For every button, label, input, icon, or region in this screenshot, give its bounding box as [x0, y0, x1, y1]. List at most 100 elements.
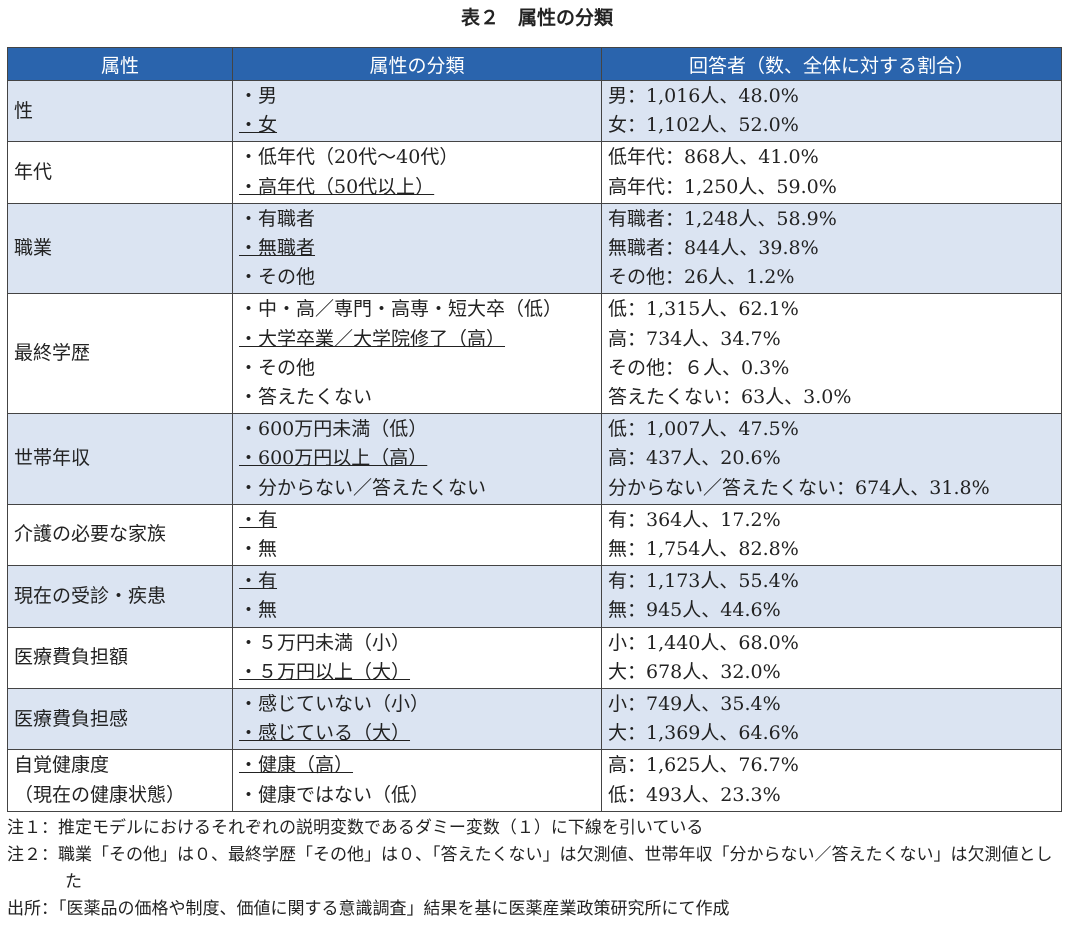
category-item: ・高年代（50代以上） [239, 175, 435, 198]
table-row: 年代 ・低年代（20代～40代） ・高年代（50代以上） 低年代：868人、41.0%… [7, 141, 1062, 204]
attribute-cell: 職業 [7, 202, 233, 295]
table-row: 世帯年収 ・600万円未満（低） ・600万円以上（高） ・分からない／答えたくない 低… [7, 413, 1062, 505]
category-item: ・感じていない（小） [239, 693, 430, 716]
category-cell: ・有職者・無職者・その他 [232, 202, 602, 295]
response-cell: 小：749人、35.4% 大：1,369人、64.6% [601, 688, 1062, 751]
response-item: 無職者：844人、39.8% [608, 237, 819, 260]
response-cell: 低：1,007人、47.5% 高：437人、20.6% 分からない／答えたくない：6… [601, 413, 1062, 505]
category-item: ・無 [239, 538, 278, 561]
header-cell: 属性 [7, 47, 233, 81]
attribute-cell: 現在の受診・疾患 [7, 565, 233, 628]
category-item: ・健康ではない（低） [239, 783, 430, 806]
table-body: 性・男 ・女 男：1,016人、48.0% 女：1,102人、52.0% 年代 ・低年代（… [7, 79, 1062, 812]
response-item: その他：６人、0.3% [608, 356, 790, 379]
category-item: ・女 [239, 114, 278, 137]
response-cell: 小：1,440人、68.0% 大：678人、32.0% [601, 626, 1062, 690]
attribute-cell: 介護の必要な家族 [7, 503, 233, 567]
response-item: 低年代：868人、41.0% [608, 146, 819, 169]
response-item: 男：1,016人、48.0% [608, 85, 799, 107]
category-cell: ・中・高／専門・高専・短大卒（低） ・大学卒業／大学院修了（高） ・その他・答えたく… [232, 293, 602, 415]
category-cell: ・感じていない（小） ・感じている（大） [232, 688, 602, 751]
attribute-cell: 年代 [7, 141, 233, 204]
category-cell: ・有 ・無 [232, 503, 602, 567]
response-item: 女：1,102人、52.0% [608, 114, 799, 137]
category-item: ・分からない／答えたくない [239, 476, 487, 499]
category-item: ・５万円以上（大） [239, 660, 411, 683]
category-item: ・その他 [239, 266, 316, 289]
category-item: ・５万円未満（小） [239, 631, 411, 654]
category-item: ・答えたくない [239, 386, 373, 409]
response-item: 有：364人、17.2% [608, 508, 781, 531]
response-item: 低：493人、23.3% [608, 783, 781, 806]
response-item: 分からない／答えたくない：674人、31.8% [608, 476, 990, 499]
table: 属性 属性の分類 回答者（数、全体に対する割合） 性・男 ・女 男：1,016人、48.… [7, 47, 1062, 812]
attribute-cell: 世帯年収 [7, 413, 233, 505]
response-cell: 男：1,016人、48.0% 女：1,102人、52.0% [601, 79, 1062, 143]
category-cell: ・600万円未満（低） ・600万円以上（高） ・分からない／答えたくない [232, 413, 602, 505]
response-item: 低：1,315人、62.1% [608, 298, 799, 321]
response-item: その他：26人、1.2% [608, 266, 795, 289]
category-item: ・感じている（大） [239, 722, 411, 745]
category-item: ・無職者 [239, 237, 316, 260]
header-row: 属性 属性の分類 回答者（数、全体に対する割合） [7, 47, 1062, 81]
response-cell: 高：1,625人、76.7% 低：493人、23.3% [601, 749, 1062, 812]
category-item: ・その他 [239, 356, 316, 379]
response-item: 無：1,754人、82.8% [608, 538, 799, 561]
response-item: 有職者：1,248人、58.9% [608, 207, 837, 230]
category-cell: ・５万円未満（小） ・５万円以上（大） [232, 626, 602, 690]
category-item: ・有職者 [239, 207, 316, 230]
category-item: ・低年代（20代～40代） [239, 146, 459, 169]
category-cell: ・低年代（20代～40代） ・高年代（50代以上） [232, 141, 602, 204]
table-row: 職業 ・有職者 ・無職者 ・その他 有職者：1,248人、58.9% 無職者：844人、3… [7, 202, 1062, 295]
category-item: ・600万円未満（低） [239, 418, 428, 441]
response-cell: 低年代：868人、41.0% 高年代：1,250人、59.0% [601, 141, 1062, 204]
category-item: ・中・高／専門・高専・短大卒（低） [239, 298, 563, 321]
response-item: 大：678人、32.0% [608, 660, 781, 683]
note: 注２：職業「その他」は０、最終学歴「その他」は０、「答えたくない」は欠測値、世帯… [7, 845, 1053, 892]
table-row: 最終学歴 ・中・高／専門・高専・短大卒（低） ・大学卒業／大学院修了（高） ・その他・… [7, 293, 1062, 415]
response-cell: 低：1,315人、62.1% 高：734人、34.7% その他：６人、0.3% 答えた… [601, 293, 1062, 415]
response-item: 高：437人、20.6% [608, 447, 781, 470]
response-item: 高：734人、34.7% [608, 327, 781, 350]
category-item: ・健康（高） [239, 754, 354, 777]
response-item: 無：945人、44.6% [608, 599, 781, 622]
header-cell: 属性の分類 [232, 47, 602, 81]
table-row: 医療費負担額 ・５万円未満（小） ・５万円以上（大） 小：1,440人、68.0% 大：… [7, 626, 1062, 690]
response-item: 小：749人、35.4% [608, 693, 781, 716]
title: 表２ 属性の分類 [460, 7, 613, 29]
table-row: 医療費負担感 ・感じていない（小） ・感じている（大） 小：749人、35.4% 大：1… [7, 688, 1062, 751]
response-item: 小：1,440人、68.0% [608, 631, 799, 654]
response-item: 高：1,625人、76.7% [608, 754, 799, 777]
category-item: ・有 [239, 508, 278, 531]
attribute-cell: 性 [7, 79, 233, 143]
table-row: 自覚健康度 （現在の健康状態） ・健康（高） ・健康ではない（低） 高：1,625人、… [7, 749, 1062, 812]
response-cell: 有職者：1,248人、58.9% 無職者：844人、39.8% その他：26人、1.… [601, 202, 1062, 295]
response-item: 大：1,369人、64.6% [608, 722, 799, 745]
attribute-cell: 医療費負担感 [7, 688, 233, 751]
note: 注１：推定モデルにおけるそれぞれの説明変数であるダミー変数（１）に下線を引いてい… [7, 818, 704, 838]
response-item: 答えたくない：63人、3.0% [608, 386, 852, 409]
table-row: 現在の受診・疾患 ・有 ・無 有：1,173人、55.4% 無：945人、44.6% [7, 565, 1062, 628]
category-cell: ・有 ・無 [232, 565, 602, 628]
category-item: ・大学卒業／大学院修了（高） [239, 327, 506, 350]
response-item: 有：1,173人、55.4% [608, 570, 799, 593]
category-cell: ・健康（高） ・健康ではない（低） [232, 749, 602, 812]
header-cell: 回答者（数、全体に対する割合） [601, 47, 1062, 81]
category-item: ・無 [239, 599, 278, 622]
attribute-cell: 自覚健康度 （現在の健康状態） [7, 749, 233, 812]
response-cell: 有：1,173人、55.4% 無：945人、44.6% [601, 565, 1062, 628]
table-row: 性・男 ・女 男：1,016人、48.0% 女：1,102人、52.0% [7, 79, 1062, 143]
attribute-cell: 医療費負担額 [7, 626, 233, 690]
category-item: ・600万円以上（高） [239, 447, 428, 470]
attribute-cell: 最終学歴 [7, 293, 233, 415]
source: 出所：「医薬品の価格や制度、価値に関する意識調査」結果を基に医薬産業政策研究所に… [7, 899, 730, 919]
notes: 注１：推定モデルにおけるそれぞれの説明変数であるダミー変数（１）に下線を引いてい… [7, 815, 1067, 923]
category-item: ・男 [239, 85, 278, 107]
table-row: 介護の必要な家族 ・有 ・無 有：364人、17.2% 無：1,754人、82.8% [7, 503, 1062, 567]
category-cell: ・男 ・女 [232, 79, 602, 143]
response-item: 低：1,007人、47.5% [608, 418, 799, 441]
response-item: 高年代：1,250人、59.0% [608, 175, 837, 198]
category-item: ・有 [239, 570, 278, 593]
response-cell: 有：364人、17.2% 無：1,754人、82.8% [601, 503, 1062, 567]
